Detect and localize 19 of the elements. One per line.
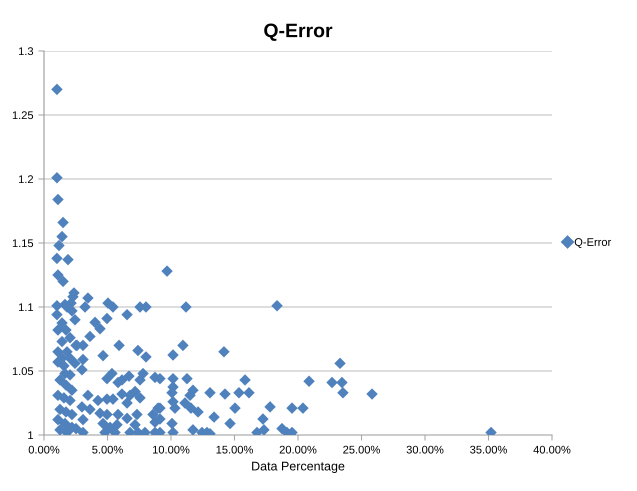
y-tick-label: 1.3	[18, 47, 34, 56]
y-tick-label: 1.2	[18, 175, 34, 184]
x-tick-label: 30.00%	[406, 446, 444, 454]
y-tick-label: 1.15	[12, 239, 34, 248]
x-tick-label: 35.00%	[470, 446, 507, 454]
chart-title: Q-Error	[264, 24, 332, 41]
y-tick-label: 1.1	[18, 303, 34, 312]
x-tick-label: 5.00%	[92, 446, 123, 454]
y-tick-label: 1	[28, 431, 34, 440]
y-tick-label: 1.05	[12, 367, 34, 376]
x-tick-label: 40.00%	[533, 446, 570, 454]
x-tick-label: 20.00%	[280, 446, 316, 454]
y-tick-label: 1.25	[12, 111, 34, 120]
x-axis-title: Data Percentage	[252, 462, 344, 473]
x-tick-label: 0.00%	[28, 446, 60, 454]
x-tick-label: 10.00%	[153, 446, 190, 454]
x-tick-label: 25.00%	[343, 446, 380, 454]
legend-label: Q-Error	[574, 238, 612, 248]
x-tick-label: 15.00%	[216, 446, 253, 454]
